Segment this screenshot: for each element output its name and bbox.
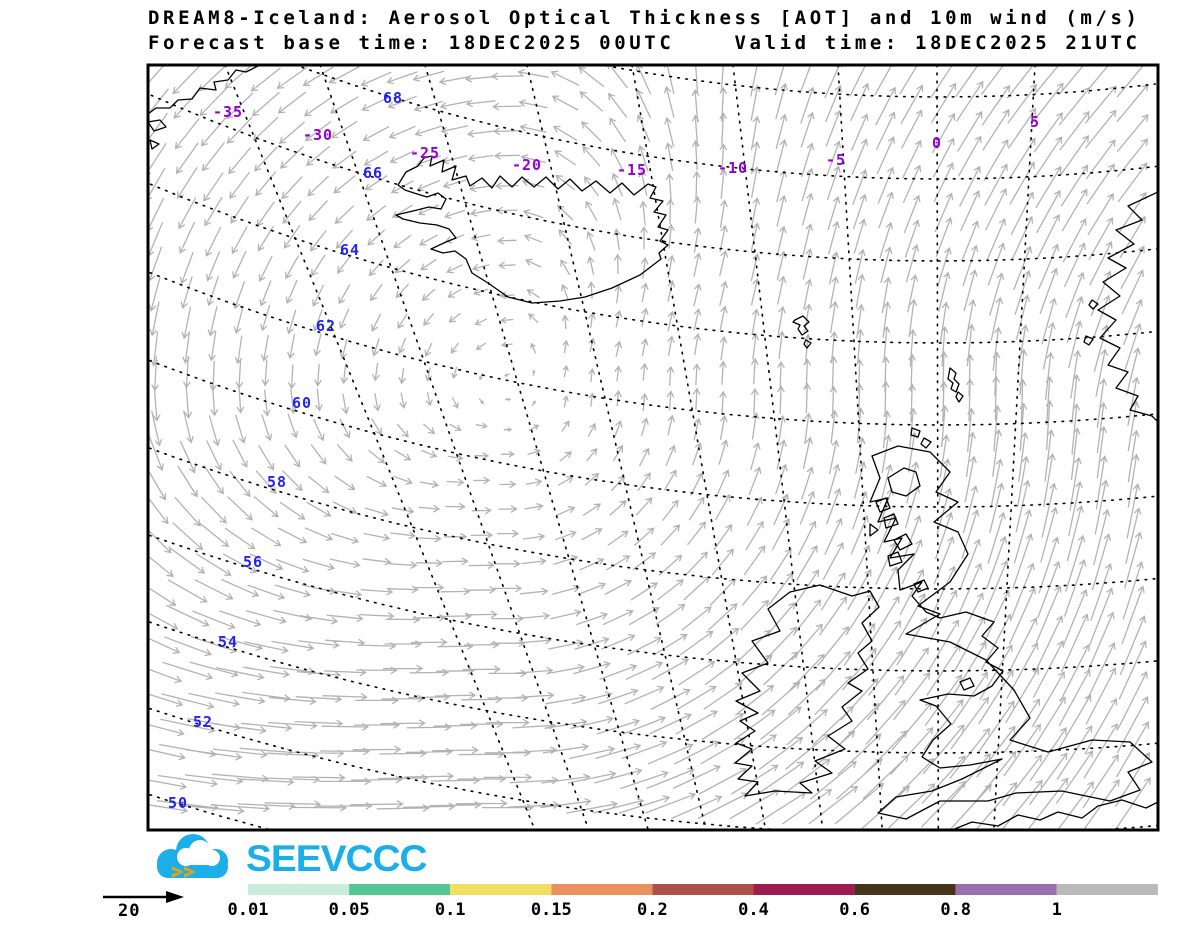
latitude-label: 62 xyxy=(316,317,336,335)
aot-scale-label: 0.01 xyxy=(228,900,269,920)
latitude-label: 66 xyxy=(363,164,383,182)
wind-reference-value: 20 xyxy=(118,901,141,921)
aot-scale-segment xyxy=(955,884,1057,895)
aot-scale-segment xyxy=(248,884,350,895)
wind-arrows xyxy=(149,66,1151,829)
latitude-label: 50 xyxy=(168,794,188,812)
longitude-label: -35 xyxy=(213,103,243,121)
latitude-label: 52 xyxy=(193,713,213,731)
latitude-label: 58 xyxy=(267,473,287,491)
longitude-label: -10 xyxy=(718,159,748,177)
map-frame xyxy=(146,63,1160,832)
coastline-ireland xyxy=(734,584,880,797)
aot-scale-segment xyxy=(349,884,451,895)
aot-scale-segment xyxy=(1056,884,1158,895)
aot-scale-label: 0.4 xyxy=(738,900,769,920)
latitude-label: 60 xyxy=(292,394,312,412)
latitude-label: 56 xyxy=(243,553,263,571)
coastline-shetland xyxy=(947,367,964,403)
aot-scale-segment xyxy=(551,884,653,895)
aot-scale-label: 0.2 xyxy=(637,900,668,920)
coastline-greenland xyxy=(149,66,260,150)
longitude-label: 0 xyxy=(932,134,942,152)
latitude-label: 54 xyxy=(218,633,238,651)
page-title: DREAM8-Iceland: Aerosol Optical Thicknes… xyxy=(148,7,1141,29)
aot-scale-label: 0.05 xyxy=(329,900,370,920)
coastline-hebrides xyxy=(869,467,921,567)
aot-scale-segment xyxy=(753,884,855,895)
forecast-time-subtitle: Forecast base time: 18DEC2025 00UTC Vali… xyxy=(148,32,1141,54)
longitude-label: -30 xyxy=(303,126,333,144)
longitude-label: 5 xyxy=(1030,113,1040,131)
aot-scale-label: 1 xyxy=(1052,900,1062,920)
longitude-label: -5 xyxy=(826,151,846,169)
aot-scale-segment xyxy=(450,884,552,895)
seevccc-logo-text: SEEVCCC xyxy=(246,838,428,879)
seevccc-logo-cloud xyxy=(157,834,228,878)
coastline-france xyxy=(952,799,1157,829)
coastline-iceland xyxy=(395,155,669,304)
latitude-label: 68 xyxy=(383,89,403,107)
aot-scale-label: 0.8 xyxy=(940,900,971,920)
coastline-norway xyxy=(1083,191,1157,422)
aot-scale-segment xyxy=(854,884,956,895)
aot-scale-label: 0.15 xyxy=(531,900,572,920)
wind-reference-arrow xyxy=(103,891,184,903)
longitude-label: -20 xyxy=(512,156,542,174)
aot-scale-segment xyxy=(652,884,754,895)
coastline-orkney xyxy=(910,427,932,449)
logo-arrow-icon xyxy=(172,866,184,878)
coastline-great_britain xyxy=(869,445,1153,820)
latitude-label: 64 xyxy=(340,241,360,259)
aot-scale-label: 0.1 xyxy=(435,900,466,920)
aot-scale-label: 0.6 xyxy=(839,900,870,920)
coastline-faroe xyxy=(792,315,812,349)
longitude-label: -25 xyxy=(410,144,440,162)
longitude-label: -15 xyxy=(617,161,647,179)
